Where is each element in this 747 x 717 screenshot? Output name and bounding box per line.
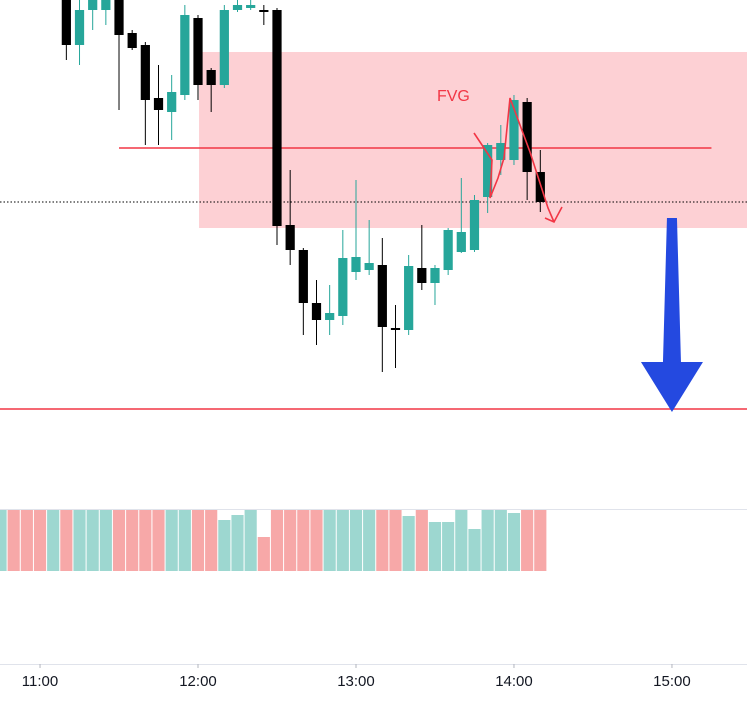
volume-bar xyxy=(376,510,389,571)
volume-bar xyxy=(231,515,244,571)
candle-body xyxy=(167,92,177,112)
x-tick-label: 11:00 xyxy=(22,673,58,690)
x-tick-label: 12:00 xyxy=(179,673,217,690)
volume-bar xyxy=(323,510,336,571)
volume-bar xyxy=(402,516,415,571)
volume-bar xyxy=(428,522,442,571)
volume-bar xyxy=(7,510,20,571)
volume-bar xyxy=(415,510,428,571)
candle-body xyxy=(430,268,440,283)
drawn-arrow xyxy=(473,97,563,224)
volume-bar xyxy=(20,510,33,571)
candle-body xyxy=(272,10,282,226)
volume-bar xyxy=(218,520,231,571)
candle-body xyxy=(140,45,150,100)
volume-bar xyxy=(468,529,481,571)
candle-body xyxy=(417,268,427,283)
candle-body xyxy=(61,0,71,45)
candle-body xyxy=(127,33,137,48)
volume-bar xyxy=(363,510,376,571)
candle-body xyxy=(101,0,111,10)
volume-bar xyxy=(112,510,126,571)
volume-bar xyxy=(507,513,521,571)
candle-body xyxy=(456,232,466,252)
x-tick-label: 14:00 xyxy=(495,673,533,690)
candle-body xyxy=(311,303,322,320)
candle-body xyxy=(114,0,124,35)
volume-bar xyxy=(60,510,73,571)
candle-body xyxy=(325,313,335,320)
candle-body xyxy=(232,5,243,10)
volume-bar xyxy=(0,510,7,571)
volume-bar xyxy=(389,510,402,571)
volume-bar xyxy=(455,510,468,571)
volume-bar xyxy=(73,510,86,571)
volume-bar xyxy=(33,510,47,571)
volume-bar xyxy=(481,510,494,571)
candle-body xyxy=(206,70,216,85)
volume-bar xyxy=(297,510,310,571)
candle-body xyxy=(469,200,480,250)
annotation: FVG xyxy=(437,88,470,105)
down-arrow xyxy=(640,218,703,412)
volume-bar xyxy=(86,510,99,571)
candle-body xyxy=(377,265,387,327)
candle-body xyxy=(522,102,532,172)
candle-body xyxy=(246,5,256,8)
candle-body xyxy=(193,18,203,85)
candle-body xyxy=(483,145,493,197)
volume-bar xyxy=(284,510,297,571)
candle-body xyxy=(219,10,229,85)
volume-bar xyxy=(349,510,363,571)
candle-body xyxy=(496,143,506,160)
candle-body xyxy=(180,15,190,95)
volume-bar xyxy=(442,522,455,571)
candle-body xyxy=(338,258,348,316)
candle-body xyxy=(404,266,414,330)
candle-body xyxy=(509,100,519,160)
candle-body xyxy=(74,10,85,45)
volume-bar xyxy=(47,510,60,571)
volume-bar xyxy=(178,510,191,571)
volume-bar xyxy=(139,510,152,571)
volume-bar xyxy=(270,510,284,571)
candle-body xyxy=(351,257,361,272)
volume-bar xyxy=(165,510,178,571)
candle-body xyxy=(88,0,98,10)
volume-bar xyxy=(99,510,112,571)
candle-body xyxy=(535,172,545,202)
volume-bar xyxy=(244,510,257,571)
candle-body xyxy=(364,263,374,270)
candle-body xyxy=(259,10,269,12)
volume-bar xyxy=(521,510,534,571)
x-tick-label: 13:00 xyxy=(337,673,375,690)
candle-body xyxy=(443,230,453,270)
candle-body xyxy=(153,98,164,110)
volume-bar xyxy=(205,510,218,571)
candle-body xyxy=(285,225,295,250)
volume-bar xyxy=(310,510,323,571)
candle-body xyxy=(298,250,308,303)
volume-bar xyxy=(152,510,165,571)
volume-bar xyxy=(191,510,205,571)
volume-bar xyxy=(534,510,547,571)
volume-bar xyxy=(257,537,270,571)
volume-bar xyxy=(126,510,139,571)
x-tick-label: 15:00 xyxy=(653,673,691,690)
price-pane: FVG xyxy=(0,0,747,412)
volume-bar xyxy=(336,510,349,571)
volume-bar xyxy=(494,510,507,571)
candle-body xyxy=(390,328,401,330)
